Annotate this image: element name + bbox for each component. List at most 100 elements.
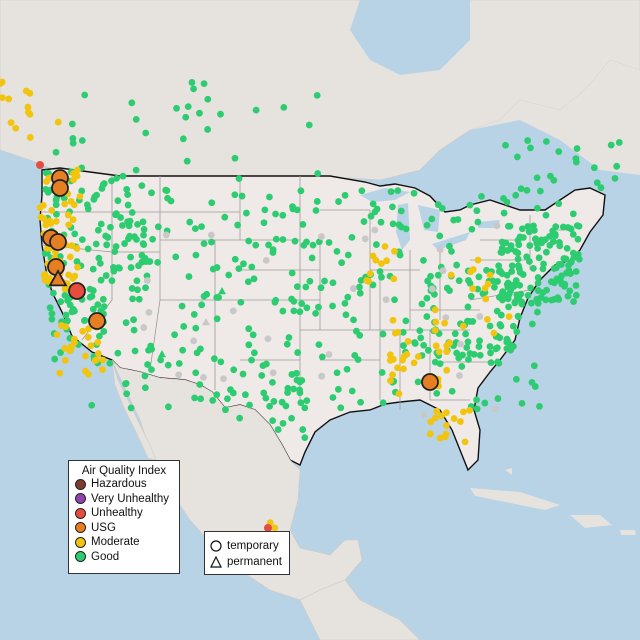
monitor-marker [416,327,424,335]
monitor-marker [238,192,246,200]
monitor-marker [184,103,192,111]
monitor-marker [269,246,277,253]
monitor-marker [381,243,389,250]
monitor-marker [78,187,86,195]
monitor-marker [527,299,535,307]
monitor-marker [246,401,253,409]
monitor-marker [379,399,387,407]
monitor-marker [56,369,64,377]
monitor-marker [179,135,187,143]
monitor-marker [482,295,490,303]
monitor-marker [533,295,541,303]
monitor-marker [356,283,363,291]
monitor-marker [443,422,450,429]
large-monitor-marker [88,312,106,330]
monitor-marker [433,390,441,397]
monitor-marker [186,218,194,226]
legend-label: Good [91,550,120,563]
monitor-marker [508,268,516,275]
monitor-marker [301,404,309,412]
monitor-marker [236,414,244,422]
monitor-marker [200,373,207,381]
monitor-marker [433,407,441,415]
monitor-marker [475,343,483,351]
monitor-marker [524,223,532,230]
permanent-label: permanent [227,556,282,568]
monitor-marker [536,403,543,410]
monitor-marker [342,311,350,319]
monitor-marker [436,246,444,253]
monitor-marker [486,271,494,279]
monitor-marker [396,251,404,259]
monitor-marker [533,239,541,247]
monitor-marker [414,378,422,386]
monitor-marker [476,351,484,359]
monitor-marker [539,265,547,273]
monitor-marker [523,187,531,194]
monitor-marker [333,369,341,377]
monitor-marker [69,274,77,282]
monitor-marker [533,174,541,182]
monitor-marker [542,296,550,304]
monitor-marker [175,360,183,367]
monitor-marker [134,286,141,294]
monitor-marker [450,415,458,422]
monitor-marker [272,235,280,243]
monitor-marker [344,251,352,259]
monitor-marker [69,305,77,313]
monitor-marker [426,430,434,438]
monitor-marker [139,218,147,226]
large-monitor-marker [51,179,69,197]
monitor-marker [66,347,74,355]
monitor-marker [536,187,544,195]
monitor-marker [288,414,295,422]
monitor-marker [143,277,151,284]
monitor-marker [269,417,277,425]
monitor-marker [124,191,132,199]
central-america [299,579,421,640]
monitor-marker [321,277,328,285]
monitor-marker [460,408,467,416]
monitor-marker [344,293,352,301]
monitor-marker [110,263,117,271]
monitor-marker [141,384,149,392]
monitor-marker [250,275,258,283]
permanent-monitor-marker [158,350,166,358]
monitor-marker [420,341,428,349]
puerto-rico [620,530,636,535]
monitor-marker [305,121,313,129]
monitor-marker [107,223,114,231]
monitor-marker [448,387,456,395]
legend-item-hazardous: Hazardous [69,477,179,492]
monitor-marker [96,259,104,267]
monitor-marker [555,148,563,155]
monitor-marker [465,356,472,363]
monitor-marker [572,282,580,289]
monitor-marker [24,108,32,116]
monitor-marker [371,208,379,216]
monitor-marker [507,242,515,250]
monitor-marker [524,137,532,144]
monitor-marker [130,326,138,334]
monitor-marker [448,247,455,255]
monitor-marker [135,262,142,270]
monitor-marker [191,394,198,402]
monitor-marker [442,314,450,321]
monitor-marker [378,273,385,281]
monitor-marker [147,342,155,350]
monitor-marker [164,194,171,202]
monitor-marker [376,268,384,275]
monitor-marker [389,220,397,228]
monitor-marker [7,119,15,127]
monitor-marker [207,231,215,239]
monitor-marker [197,395,205,403]
monitor-marker [473,396,480,404]
monitor-marker [285,334,293,341]
monitor-marker [550,176,558,184]
monitor-marker [418,300,426,308]
monitor-marker [457,418,464,425]
monitor-marker [142,284,149,292]
monitor-marker [220,375,227,383]
monitor-marker [394,328,402,336]
monitor-marker [566,287,574,295]
